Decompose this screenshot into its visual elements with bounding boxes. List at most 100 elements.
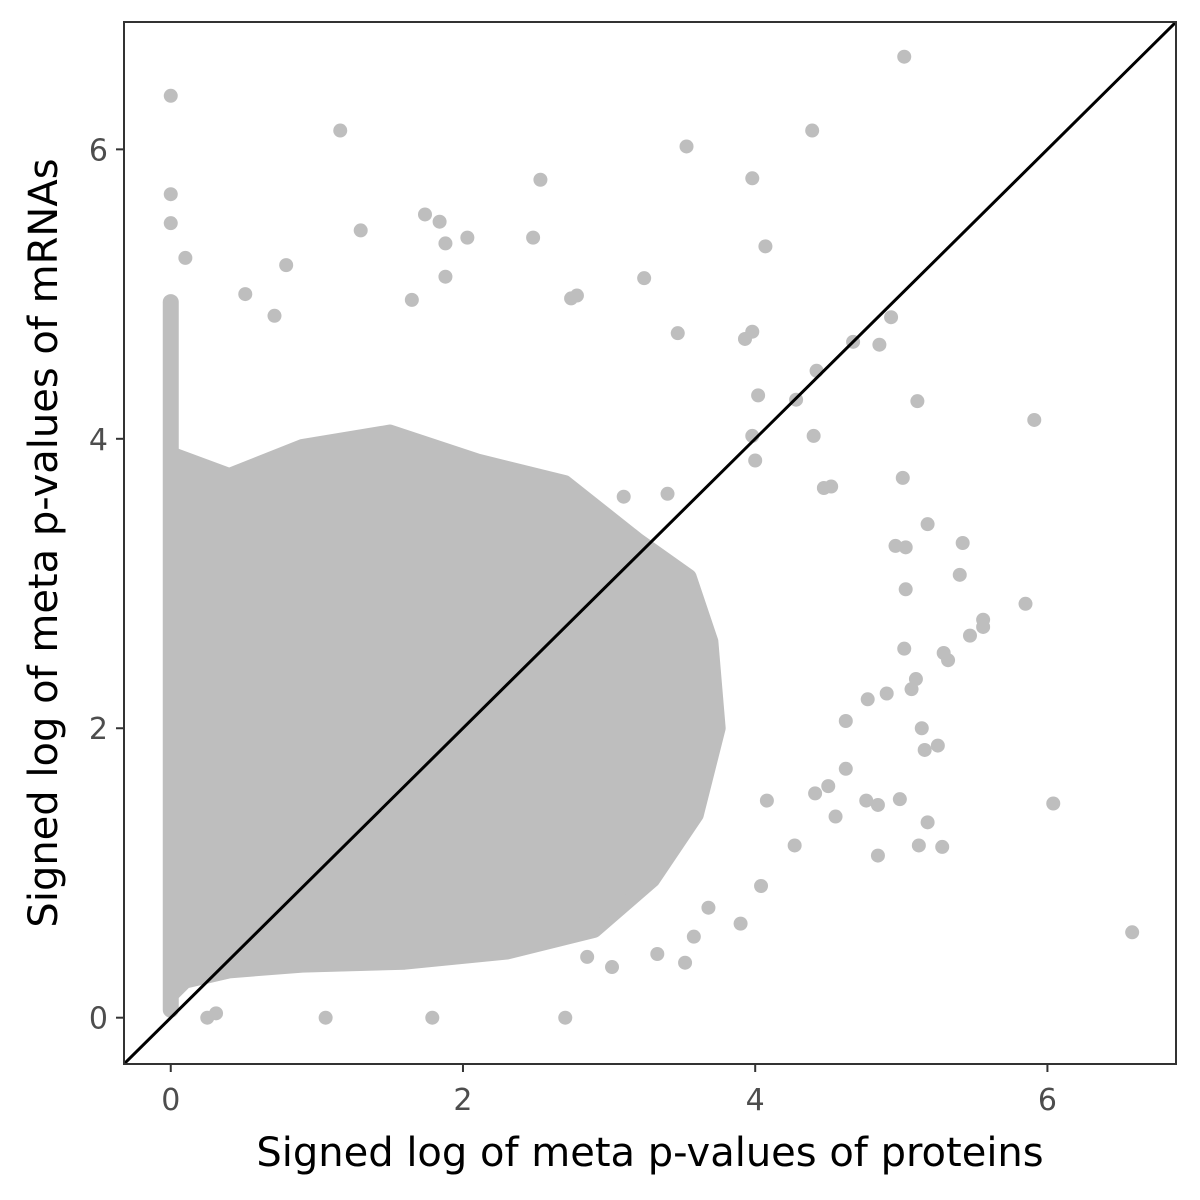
data-point xyxy=(660,486,675,501)
data-point xyxy=(267,308,282,323)
data-point xyxy=(404,292,419,307)
data-point xyxy=(1027,412,1042,427)
data-point xyxy=(533,172,548,187)
data-point xyxy=(318,1010,333,1025)
data-point xyxy=(178,250,193,265)
data-point xyxy=(353,223,368,238)
data-point xyxy=(417,207,432,222)
data-point xyxy=(808,786,823,801)
data-point xyxy=(1018,596,1033,611)
data-point xyxy=(787,838,802,853)
data-points xyxy=(163,49,1140,1025)
data-point xyxy=(754,878,769,893)
y-axis-ticks: 0 2 4 6 xyxy=(89,133,124,1037)
data-point xyxy=(914,721,929,736)
data-point xyxy=(859,793,874,808)
data-point xyxy=(976,619,991,634)
data-point xyxy=(637,271,652,286)
data-point xyxy=(911,838,926,853)
data-point xyxy=(888,538,903,553)
y-tick-label: 4 xyxy=(89,423,108,458)
y-tick-label: 6 xyxy=(89,133,108,168)
data-point xyxy=(860,692,875,707)
x-axis-ticks: 0 2 4 6 xyxy=(161,1064,1057,1118)
data-point xyxy=(438,269,453,284)
data-point xyxy=(897,49,912,64)
data-point xyxy=(904,682,919,697)
data-point xyxy=(1046,796,1061,811)
data-point xyxy=(930,738,945,753)
data-point xyxy=(678,955,693,970)
dense-point-region xyxy=(163,424,726,1003)
data-point xyxy=(895,470,910,485)
data-point xyxy=(751,388,766,403)
data-point xyxy=(650,947,665,962)
data-point xyxy=(163,187,178,202)
y-tick-label: 2 xyxy=(89,712,108,747)
data-point xyxy=(526,230,541,245)
data-point xyxy=(884,310,899,325)
data-point xyxy=(438,236,453,251)
zero-x-point-stripe xyxy=(162,294,179,1018)
data-point xyxy=(686,929,701,944)
data-point xyxy=(163,88,178,103)
data-point xyxy=(962,628,977,643)
data-point xyxy=(870,848,885,863)
x-tick-label: 6 xyxy=(1038,1083,1057,1118)
data-point xyxy=(920,815,935,830)
data-point xyxy=(870,797,885,812)
data-point xyxy=(701,900,716,915)
identity-reference-line xyxy=(124,22,1176,1064)
data-point xyxy=(917,742,932,757)
data-point xyxy=(460,230,475,245)
data-point xyxy=(238,287,253,302)
data-point xyxy=(279,258,294,273)
data-point xyxy=(828,809,843,824)
plot-area xyxy=(124,22,1176,1064)
data-point xyxy=(616,489,631,504)
data-point xyxy=(748,453,763,468)
data-point xyxy=(935,839,950,854)
data-point xyxy=(564,291,579,306)
data-point xyxy=(670,326,685,341)
data-point xyxy=(816,481,831,496)
data-point xyxy=(838,761,853,776)
data-point xyxy=(333,123,348,138)
data-point xyxy=(806,428,821,443)
data-point xyxy=(936,645,951,660)
data-point xyxy=(758,239,773,254)
data-point xyxy=(733,916,748,931)
data-point xyxy=(809,363,824,378)
data-point xyxy=(432,214,447,229)
x-tick-label: 4 xyxy=(746,1083,765,1118)
y-tick-label: 0 xyxy=(89,1002,108,1037)
x-axis-title: Signed log of meta p-values of proteins xyxy=(256,1130,1043,1176)
data-point xyxy=(605,960,620,975)
data-point xyxy=(955,536,970,550)
plot-panel-border xyxy=(123,21,1177,1065)
data-point xyxy=(952,567,967,582)
data-point xyxy=(745,324,760,339)
data-point xyxy=(872,337,887,352)
data-point xyxy=(425,1010,440,1025)
data-point xyxy=(558,1010,573,1025)
data-point xyxy=(1125,925,1140,940)
data-point xyxy=(163,216,178,231)
data-point xyxy=(898,582,913,597)
data-point xyxy=(805,123,820,138)
data-point xyxy=(897,641,912,656)
data-point xyxy=(898,540,913,555)
data-point xyxy=(759,793,774,808)
data-point xyxy=(745,171,760,186)
data-point xyxy=(679,139,694,154)
data-point xyxy=(910,394,925,409)
data-point xyxy=(838,714,853,729)
x-tick-label: 0 xyxy=(161,1083,180,1118)
data-point xyxy=(580,949,595,964)
data-point xyxy=(821,779,836,794)
data-point xyxy=(209,1006,224,1021)
dense-point-cloud xyxy=(162,294,726,1018)
x-tick-label: 2 xyxy=(453,1083,472,1118)
data-point xyxy=(879,686,894,701)
